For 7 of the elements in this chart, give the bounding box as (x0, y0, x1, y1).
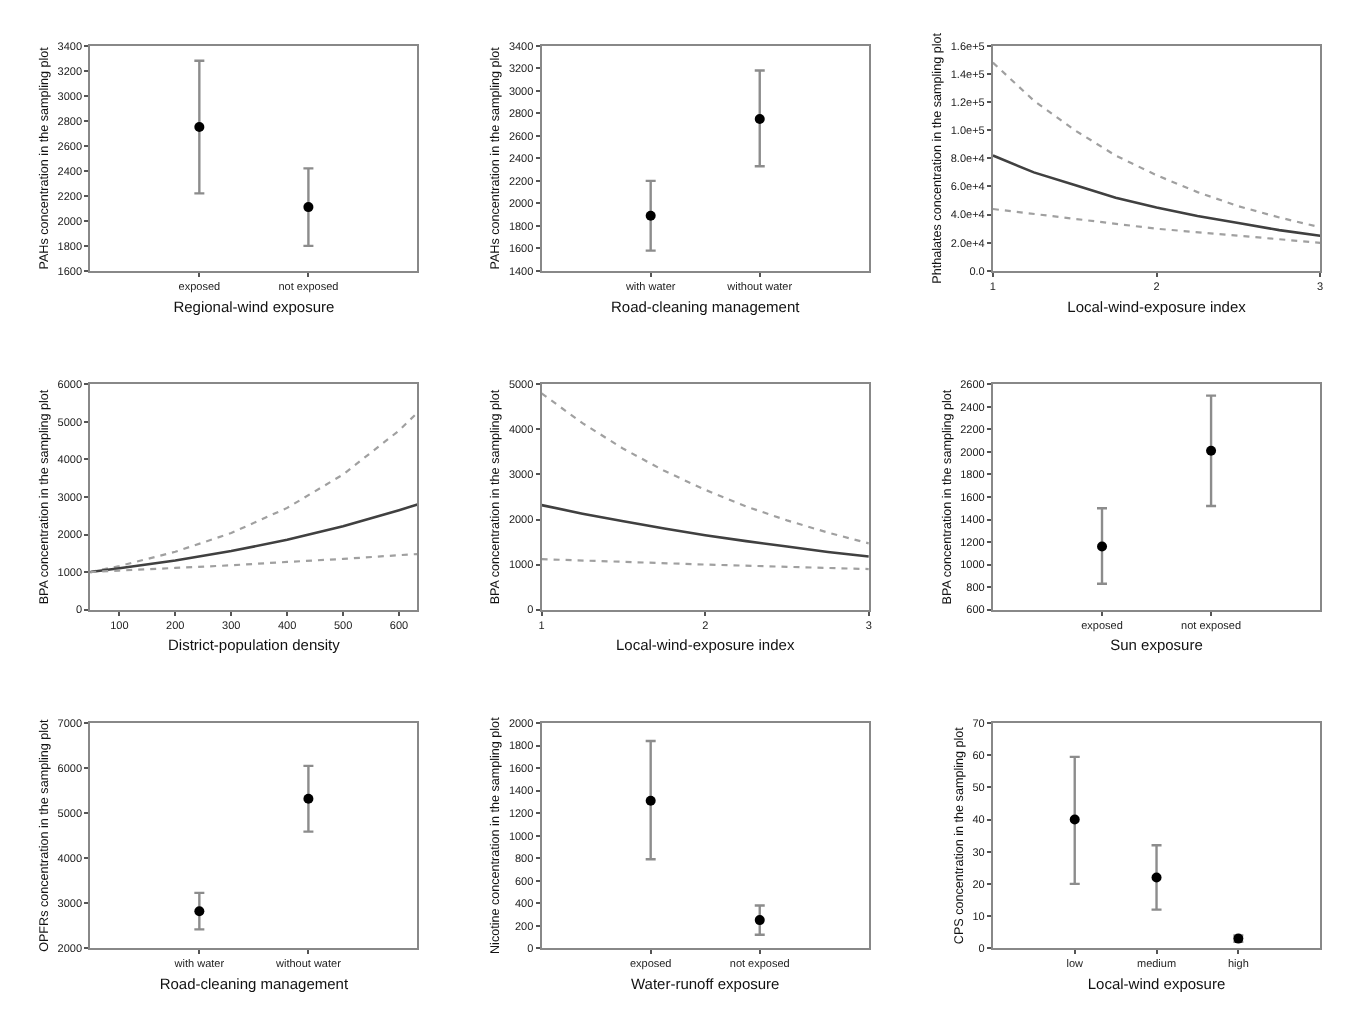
line-series (992, 207, 1321, 244)
point (1069, 814, 1080, 825)
point (1151, 872, 1162, 883)
line-series (992, 61, 1321, 229)
line-series (541, 503, 869, 558)
line-series (992, 154, 1321, 238)
line-series (541, 392, 869, 545)
